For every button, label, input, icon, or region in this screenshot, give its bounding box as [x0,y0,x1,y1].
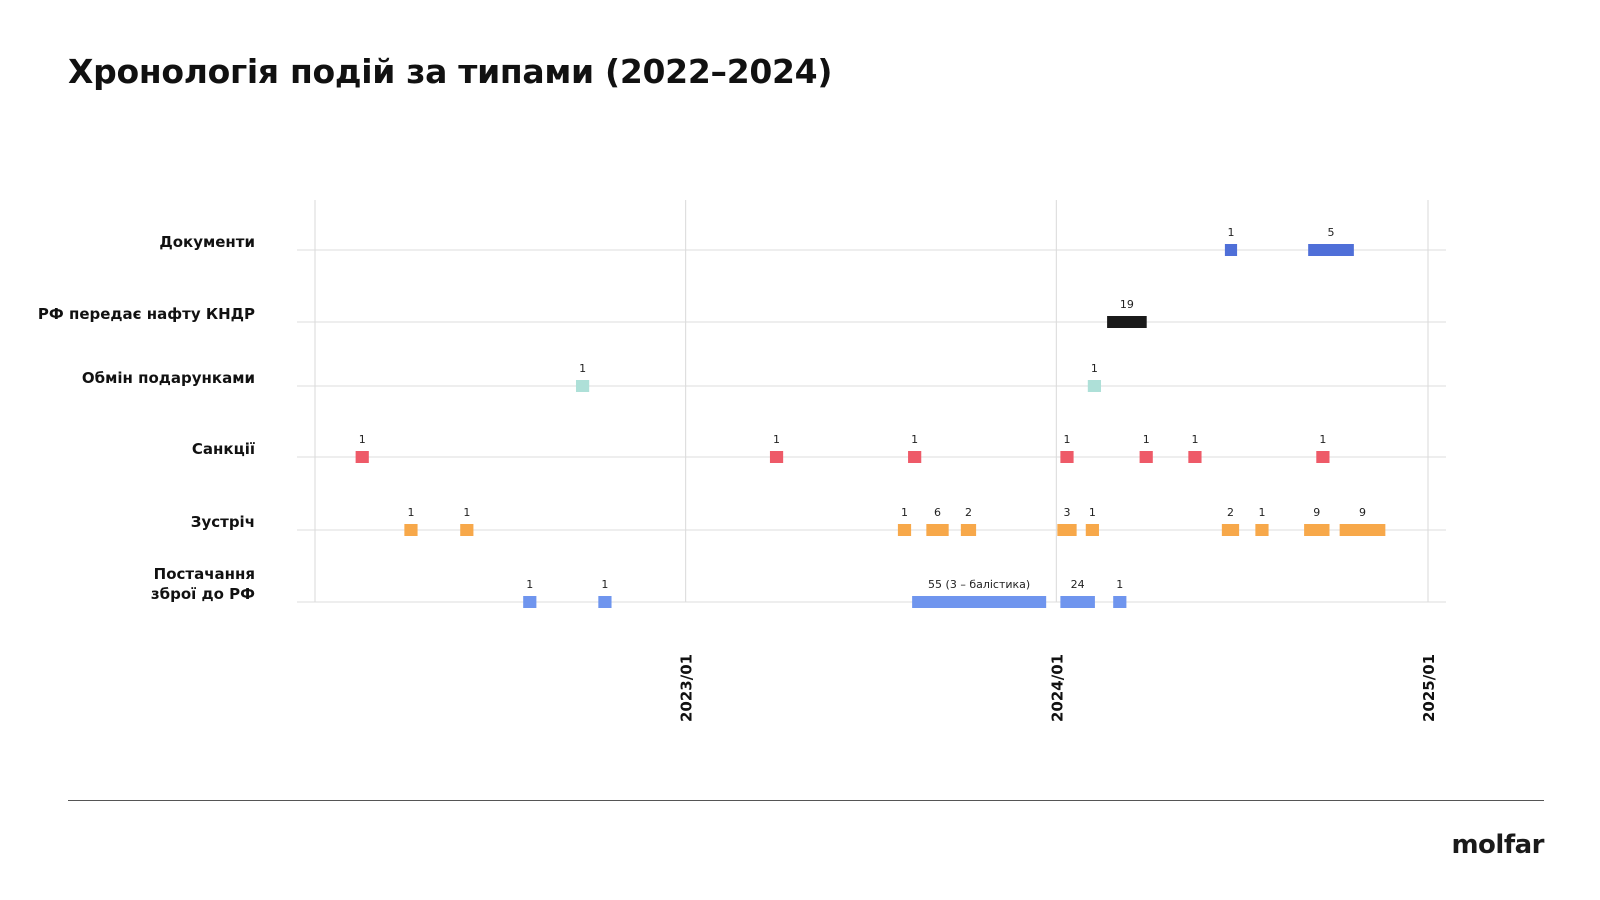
x-tick-label: 2023/01 [678,654,696,722]
event-bar [1188,451,1202,463]
event-bar [897,524,912,536]
event-bar [769,451,784,463]
event-value-label: 2 [965,506,972,519]
event-bar [1304,524,1330,536]
event-value-label: 1 [1319,433,1326,446]
event-bar [523,596,537,608]
footer-divider [68,800,1544,801]
event-bar [1221,524,1240,536]
event-value-label: 1 [1191,433,1198,446]
event-value-label: 1 [1258,506,1265,519]
event-bar [908,451,922,463]
event-value-label: 1 [1116,578,1123,591]
event-bar [598,596,612,608]
event-value-label: 1 [1091,362,1098,375]
event-value-label: 1 [911,433,918,446]
event-value-label: 24 [1071,578,1085,591]
event-bar [1060,451,1074,463]
event-bar [912,596,1047,608]
category-label: Санкції [192,440,255,458]
event-bar [1060,596,1095,608]
event-value-label: 5 [1328,226,1335,239]
event-value-label: 1 [1143,433,1150,446]
event-value-label: 1 [463,506,470,519]
event-value-label: 1 [1089,506,1096,519]
event-value-label: 1 [526,578,533,591]
event-bar [1085,524,1099,536]
x-tick-label: 2025/01 [1420,654,1438,722]
timeline-chart: 2023/01 2024/01 2025/01 Документи 1 5 РФ перед… [38,200,1446,722]
event-bar [575,380,590,392]
event-bar [1107,316,1147,328]
event-value-label: 2 [1227,506,1234,519]
event-bar [1224,244,1238,256]
event-value-label: 55 (3 – балістика) [928,578,1030,591]
event-value-label: 9 [1359,506,1366,519]
event-bar [926,524,949,536]
event-value-label: 1 [359,433,366,446]
category-label: Постачання зброї до РФ [151,565,255,603]
event-bar [1308,244,1354,256]
event-bar [1113,596,1127,608]
event-value-label: 1 [1063,433,1070,446]
event-value-label: 19 [1120,298,1134,311]
event-bar [1316,451,1330,463]
event-bar [355,451,369,463]
event-bar [960,524,977,536]
event-value-label: 1 [579,362,586,375]
event-value-label: 6 [934,506,941,519]
event-bar [1087,380,1102,392]
category-label: Зустріч [191,513,255,531]
event-bar [1339,524,1386,536]
event-bar [404,524,418,536]
molfar-logo: molfar [1451,830,1544,860]
event-bar [1255,524,1269,536]
page-title: Хронологія подій за типами (2022–2024) [68,52,833,91]
event-value-label: 3 [1063,506,1070,519]
event-bar [460,524,474,536]
event-value-label: 1 [901,506,908,519]
event-value-label: 9 [1313,506,1320,519]
category-label: РФ передає нафту КНДР [38,305,255,323]
x-tick-label: 2024/01 [1048,654,1066,722]
event-value-label: 1 [407,506,414,519]
event-bar [1057,524,1077,536]
event-value-label: 1 [773,433,780,446]
category-label: Обмін подарунками [82,369,255,387]
event-value-label: 1 [1227,226,1234,239]
category-label: Документи [159,233,255,251]
event-value-label: 1 [601,578,608,591]
event-bar [1139,451,1153,463]
